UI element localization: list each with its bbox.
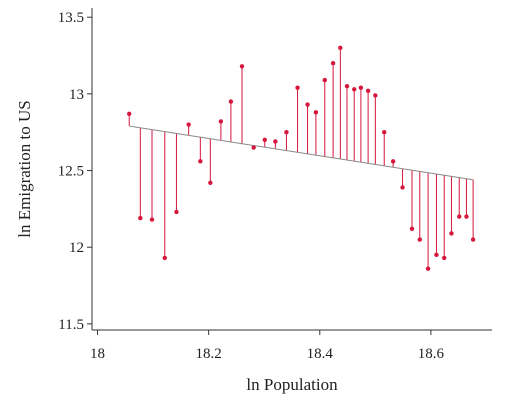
data-point xyxy=(127,111,132,117)
data-point xyxy=(262,137,267,143)
y-tick-label: 12.5 xyxy=(58,164,84,180)
data-point xyxy=(344,84,350,89)
data-point xyxy=(382,130,387,135)
data-point xyxy=(186,122,191,127)
y-tick-label: 12 xyxy=(69,240,84,256)
data-point xyxy=(373,93,378,98)
data-point xyxy=(390,159,396,164)
data-point xyxy=(228,99,234,104)
y-tick-label: 13.5 xyxy=(58,10,84,26)
data-point xyxy=(322,77,327,83)
plot-area xyxy=(127,45,476,271)
y-axis-ticks: 11.5 12 12.5 13 13.5 xyxy=(58,10,92,333)
y-tick-label: 11.5 xyxy=(58,317,84,333)
data-point xyxy=(218,119,224,124)
x-axis-title: ln Population xyxy=(246,375,338,394)
data-point xyxy=(138,215,143,221)
x-tick-label: 18.6 xyxy=(418,346,445,362)
data-point xyxy=(425,266,431,271)
x-tick-label: 18.2 xyxy=(196,346,222,362)
data-point xyxy=(284,130,289,135)
data-point xyxy=(442,255,447,261)
data-point xyxy=(174,209,179,215)
data-point xyxy=(358,85,364,90)
data-point xyxy=(409,226,415,231)
data-point xyxy=(198,159,203,164)
data-point xyxy=(149,217,155,222)
data-point xyxy=(273,139,278,144)
data-point xyxy=(449,231,454,236)
data-point xyxy=(464,214,469,219)
data-point xyxy=(313,110,319,115)
data-point xyxy=(352,87,357,92)
data-point xyxy=(162,255,167,261)
data-point xyxy=(338,45,343,51)
data-point xyxy=(295,85,300,90)
y-axis-title: ln Emigration to US xyxy=(15,100,34,237)
data-point xyxy=(330,61,336,66)
data-point xyxy=(305,102,310,107)
data-point xyxy=(457,214,462,219)
fitted-line xyxy=(129,125,474,181)
x-tick-label: 18.4 xyxy=(307,346,334,362)
data-point xyxy=(417,237,422,242)
data-point xyxy=(251,145,256,150)
data-point xyxy=(208,180,213,185)
data-point xyxy=(365,88,371,94)
axes xyxy=(91,8,492,331)
data-point xyxy=(239,64,245,69)
data-point xyxy=(434,252,439,258)
y-tick-label: 13 xyxy=(69,87,84,103)
x-axis-ticks: 18 18.2 18.4 18.6 xyxy=(90,330,445,362)
x-tick-label: 18 xyxy=(90,346,105,362)
data-point xyxy=(400,185,405,190)
data-point xyxy=(470,237,476,242)
